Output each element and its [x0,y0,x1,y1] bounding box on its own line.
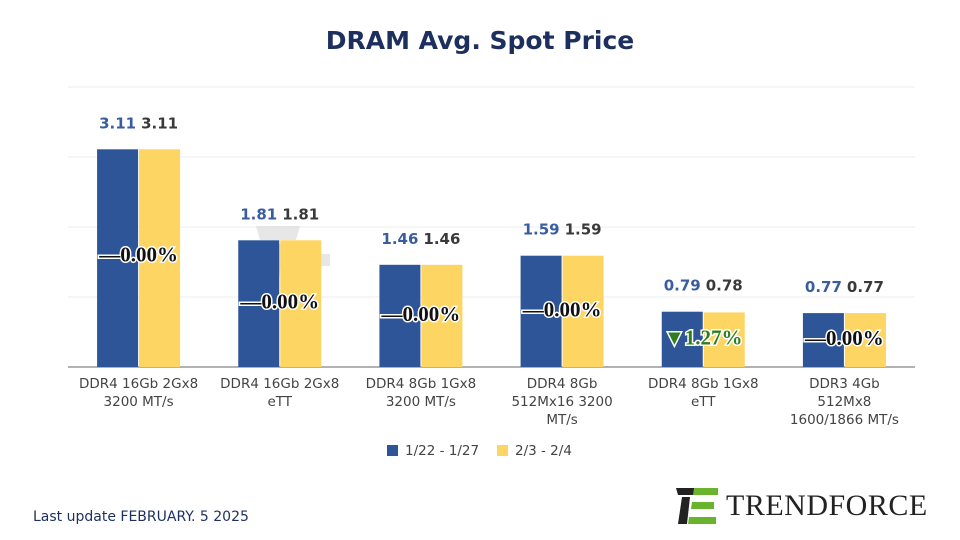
data-label: 0.78 [706,277,743,295]
data-label: 1.46 [423,230,460,248]
watermark-logo-icon [256,226,300,240]
bar [703,312,745,367]
change-label: —0.00% [804,326,884,350]
x-tick-label: 1600/1866 MT/s [790,412,899,428]
legend-label: 1/22 - 1/27 [405,443,479,459]
change-label: —0.00% [239,290,319,314]
bar [802,313,844,367]
x-tick-label: DDR4 8Gb [527,376,598,392]
bar-chart: 3.11 3.11 —0.00% DDR4 16Gb 2Gx8 3200 MT/s 1.8… [68,86,915,459]
trendforce-logo-icon [676,488,718,524]
data-label: 1.81 [282,205,319,223]
bar [139,149,181,367]
x-tick-label: DDR4 16Gb 2Gx8 [220,376,339,392]
chart-title: DRAM Avg. Spot Price [325,26,635,55]
data-label: 0.77 [805,278,842,296]
bar [421,264,463,367]
bar [661,311,703,367]
bar [844,313,886,367]
x-tick-label: 512Mx16 3200 [511,394,612,410]
data-label: 0.79 [664,277,701,295]
data-label: 3.11 [141,114,178,132]
x-tick-label: eTT [267,394,292,410]
bar [520,255,562,367]
legend-swatch [387,445,398,456]
bar [238,240,280,367]
x-tick-label: 512Mx8 [817,394,871,410]
data-label: 3.11 [99,114,136,132]
data-label: 1.59 [523,221,560,239]
x-tick-label: 3200 MT/s [386,394,456,410]
x-tick-label: MT/s [546,412,577,428]
change-label: —0.00% [98,242,178,266]
bar [379,264,421,367]
last-update-text: Last update FEBRUARY. 5 2025 [33,509,249,525]
legend-swatch [497,445,508,456]
bar [97,149,139,367]
data-label: 1.81 [240,205,277,223]
legend-label: 2/3 - 2/4 [515,443,572,459]
data-label: 1.59 [565,221,602,239]
x-tick-label: DDR4 8Gb 1Gx8 [648,376,759,392]
x-tick-label: DDR4 16Gb 2Gx8 [79,376,198,392]
bar [280,240,322,367]
change-label: ▼1.27% [664,325,743,349]
bar [562,255,604,367]
x-tick-label: 3200 MT/s [104,394,174,410]
data-label: 1.46 [381,230,418,248]
trendforce-logo: TRENDFORCE [674,486,928,526]
change-label: —0.00% [522,297,602,321]
logo-text: TRENDFORCE [726,489,928,522]
x-tick-label: DDR3 4Gb [809,376,880,392]
change-label: —0.00% [381,302,461,326]
data-label: 0.77 [847,278,884,296]
x-tick-label: eTT [691,394,716,410]
x-tick-label: DDR4 8Gb 1Gx8 [366,376,477,392]
